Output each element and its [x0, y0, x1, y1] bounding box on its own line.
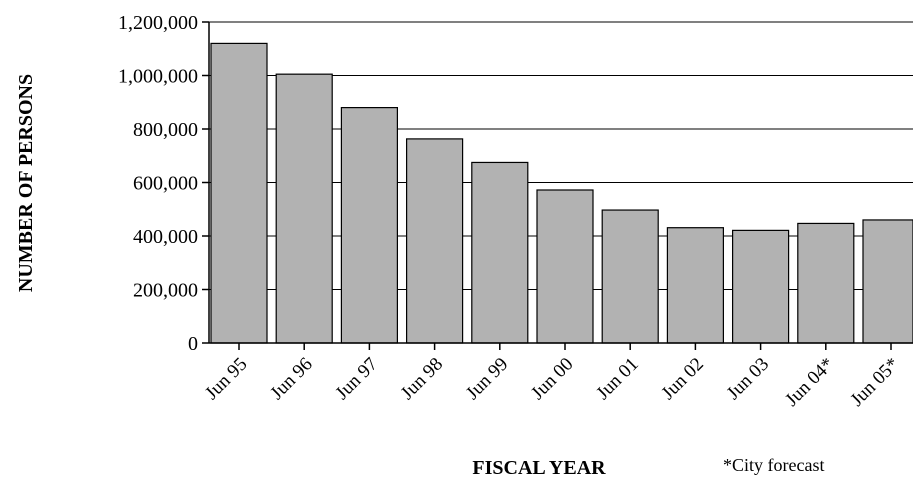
bars	[210, 42, 913, 344]
x-tick-label: Jun 05*	[847, 354, 904, 411]
x-tick-label: Jun 01	[592, 354, 642, 404]
x-tick-label: Jun 97	[332, 354, 382, 404]
x-tick-label: Jun 98	[397, 354, 447, 404]
bar	[340, 106, 398, 344]
bar	[666, 227, 725, 344]
bar	[797, 222, 855, 344]
bar	[731, 229, 790, 344]
y-tick-label: 0	[188, 333, 198, 355]
bar	[275, 73, 333, 344]
x-tick-label: Jun 02	[658, 354, 708, 404]
x-tick-label: Jun 04*	[781, 354, 838, 411]
bar	[406, 138, 464, 344]
bar	[471, 161, 529, 344]
bar	[210, 42, 268, 344]
x-tick-label: Jun 00	[527, 354, 577, 404]
y-tick-label: 1,000,000	[118, 66, 198, 88]
y-tick-label: 800,000	[133, 119, 198, 141]
footnote: *City forecast	[723, 455, 824, 475]
y-tick-label: 1,200,000	[118, 12, 198, 34]
x-ticks: Jun 95 Jun 96 Jun 97 Jun 98 Jun 99 Jun 00 Jun …	[201, 343, 904, 411]
y-ticks: 0 200,000 400,000 600,000 800,000 1,000,000 1,…	[118, 12, 209, 355]
x-tick-label: Jun 95	[201, 354, 251, 404]
y-tick-label: 600,000	[133, 173, 198, 195]
y-axis-title: NUMBER OF PERSONS	[15, 74, 37, 292]
x-tick-label: Jun 99	[462, 354, 512, 404]
bar	[862, 219, 913, 344]
x-tick-label: Jun 03	[723, 354, 773, 404]
x-axis-title: FISCAL YEAR	[472, 457, 606, 479]
y-tick-label: 200,000	[133, 280, 198, 302]
y-tick-label: 400,000	[133, 226, 198, 248]
bar	[601, 209, 659, 344]
bar	[536, 189, 594, 344]
x-tick-label: Jun 96	[266, 354, 316, 404]
